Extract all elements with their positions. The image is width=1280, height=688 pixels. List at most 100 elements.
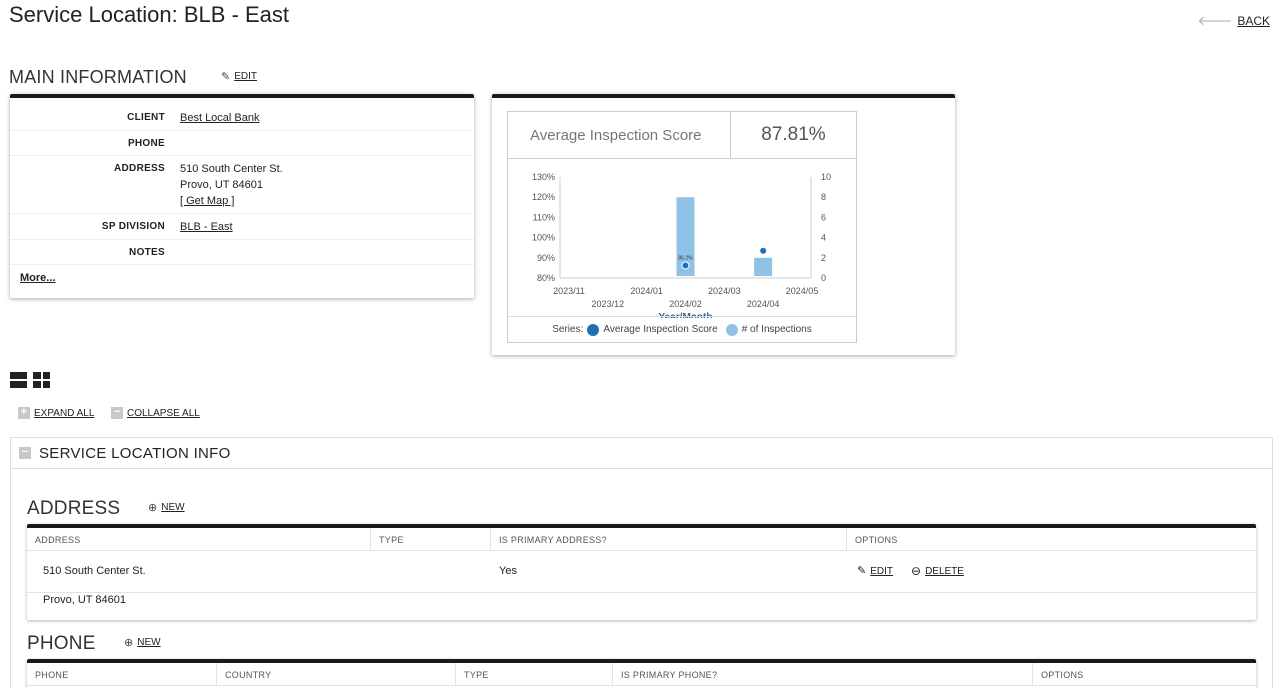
new-address-label[interactable]: NEW (161, 502, 185, 513)
x-tick-label: 2024/03 (708, 286, 741, 296)
plus-circle-icon: ⊕ (124, 637, 134, 649)
x-axis-title: Year/Month (659, 312, 713, 318)
view-toggle (10, 372, 50, 388)
phone-table: PHONE COUNTRY TYPE IS PRIMARY PHONE? OPT… (27, 659, 1256, 688)
avg-score-data-label: 86.2% (678, 255, 693, 261)
col-options: OPTIONS (855, 535, 898, 545)
page-title: Service Location: BLB - East (9, 2, 290, 27)
row-address-line2: Provo, UT 84601 (43, 594, 126, 606)
collapse-all-button[interactable]: − COLLAPSE ALL (111, 407, 200, 419)
minus-box-icon: − (111, 407, 123, 419)
legend-score-swatch (587, 323, 600, 336)
right-tick-label: 6 (821, 212, 826, 222)
table-row: 510 South Center St. Provo, UT 84601 Yes… (27, 551, 1256, 606)
service-location-info-panel: − SERVICE LOCATION INFO (10, 437, 1273, 688)
division-link[interactable]: BLB - East (180, 221, 233, 233)
inspection-count-bar (754, 257, 773, 276)
plus-box-icon: + (18, 407, 30, 419)
x-tick-label: 2024/01 (630, 286, 663, 296)
chart-legend: Series: Average Inspection Score # of In… (508, 316, 856, 342)
row-delete-label[interactable]: DELETE (925, 566, 964, 577)
get-map-link[interactable]: [ Get Map ] (180, 195, 235, 207)
col-address[interactable]: ADDRESS (27, 528, 371, 550)
client-label: CLIENT (127, 112, 165, 123)
main-info-edit-button[interactable]: ✎ EDIT (221, 70, 257, 83)
client-row: CLIENT Best Local Bank (10, 98, 474, 131)
phone-table-header: PHONE COUNTRY TYPE IS PRIMARY PHONE? OPT… (27, 663, 1256, 686)
col-country[interactable]: COUNTRY (217, 663, 456, 685)
avg-score-point (759, 246, 768, 255)
phone-label: PHONE (127, 138, 165, 149)
address-line1: 510 South Center St. (180, 163, 283, 175)
right-tick-label: 10 (821, 172, 831, 182)
back-label[interactable]: BACK (1237, 14, 1270, 28)
address-heading: ADDRESS (27, 498, 121, 519)
right-tick-label: 2 (821, 253, 826, 263)
phone-row: PHONE (10, 131, 474, 156)
col-options: OPTIONS (1041, 670, 1084, 680)
x-tick-label: 2024/05 (786, 286, 819, 296)
row-edit-label[interactable]: EDIT (870, 566, 893, 577)
row-type (371, 551, 491, 592)
grid-view-icon[interactable] (33, 372, 50, 388)
inspection-count-bar (676, 197, 695, 276)
legend-count-swatch (725, 323, 738, 336)
main-info-card: CLIENT Best Local Bank PHONE ADDRESS 510… (10, 94, 474, 298)
panel-header[interactable]: − SERVICE LOCATION INFO (11, 438, 1272, 469)
x-tick-label: 2024/04 (747, 299, 780, 309)
inspection-chart: 80% 90% 100% 110% 120% 130% 0 2 4 6 8 10 2023/11 2023… (532, 172, 831, 318)
phone-heading: PHONE (27, 633, 96, 654)
panel-title: SERVICE LOCATION INFO (39, 444, 231, 462)
new-phone-button[interactable]: ⊕ NEW (124, 636, 161, 649)
notes-label: NOTES (129, 247, 165, 258)
col-is-primary-phone[interactable]: IS PRIMARY PHONE? (613, 663, 1033, 685)
score-value: 87.81% (761, 124, 826, 145)
pencil-icon: ✎ (857, 565, 867, 577)
collapse-all-label[interactable]: COLLAPSE ALL (127, 407, 200, 419)
row-address-line1: 510 South Center St. (43, 565, 146, 577)
new-address-button[interactable]: ⊕ NEW (148, 501, 185, 514)
col-is-primary[interactable]: IS PRIMARY ADDRESS? (491, 528, 847, 550)
row-delete-button[interactable]: ⊖ DELETE (911, 563, 964, 580)
legend-score-label: Average Inspection Score (603, 324, 718, 335)
address-table-header: ADDRESS TYPE IS PRIMARY ADDRESS? OPTIONS (27, 528, 1256, 551)
division-row: SP DIVISION BLB - East (10, 214, 474, 240)
collapse-section-icon[interactable]: − (19, 447, 31, 459)
address-table: ADDRESS TYPE IS PRIMARY ADDRESS? OPTIONS… (27, 524, 1256, 620)
legend-count-label: # of Inspections (741, 324, 812, 335)
left-tick-label: 110% (533, 212, 555, 222)
right-tick-label: 4 (821, 233, 826, 243)
x-tick-label: 2023/12 (592, 299, 625, 309)
row-edit-button[interactable]: ✎ EDIT (857, 563, 893, 580)
row-primary: Yes (499, 565, 517, 577)
more-link[interactable]: More... (20, 272, 56, 284)
right-tick-label: 0 (821, 273, 826, 283)
legend-prefix: Series: (552, 324, 584, 335)
x-tick-label: 2024/02 (669, 299, 702, 309)
expand-all-button[interactable]: + EXPAND ALL (18, 407, 94, 419)
client-link[interactable]: Best Local Bank (180, 112, 260, 124)
avg-score-point (681, 261, 690, 270)
expand-all-label[interactable]: EXPAND ALL (34, 407, 95, 419)
minus-circle-icon: ⊖ (911, 564, 922, 578)
arrow-left-icon: 🡐 (1197, 13, 1233, 28)
x-tick-label: 2023/11 (553, 286, 585, 296)
edit-label[interactable]: EDIT (234, 71, 257, 82)
score-widget-title: Average Inspection Score (508, 112, 731, 158)
left-tick-label: 100% (532, 233, 555, 243)
division-label: SP DIVISION (101, 221, 165, 232)
plus-circle-icon: ⊕ (148, 502, 158, 514)
pencil-icon: ✎ (221, 71, 231, 83)
new-phone-label[interactable]: NEW (137, 637, 161, 648)
col-type[interactable]: TYPE (371, 528, 491, 550)
col-type[interactable]: TYPE (456, 663, 613, 685)
list-view-icon[interactable] (10, 372, 27, 388)
address-label: ADDRESS (114, 163, 165, 174)
left-tick-label: 90% (537, 253, 555, 263)
col-phone[interactable]: PHONE (27, 663, 217, 685)
inspection-score-card: Average Inspection Score 87.81% 80% 90% 10… (492, 94, 955, 355)
back-link[interactable]: 🡐 BACK (1197, 13, 1270, 29)
address-line2: Provo, UT 84601 (180, 179, 263, 191)
left-tick-label: 130% (532, 172, 555, 182)
right-tick-label: 8 (821, 192, 826, 202)
